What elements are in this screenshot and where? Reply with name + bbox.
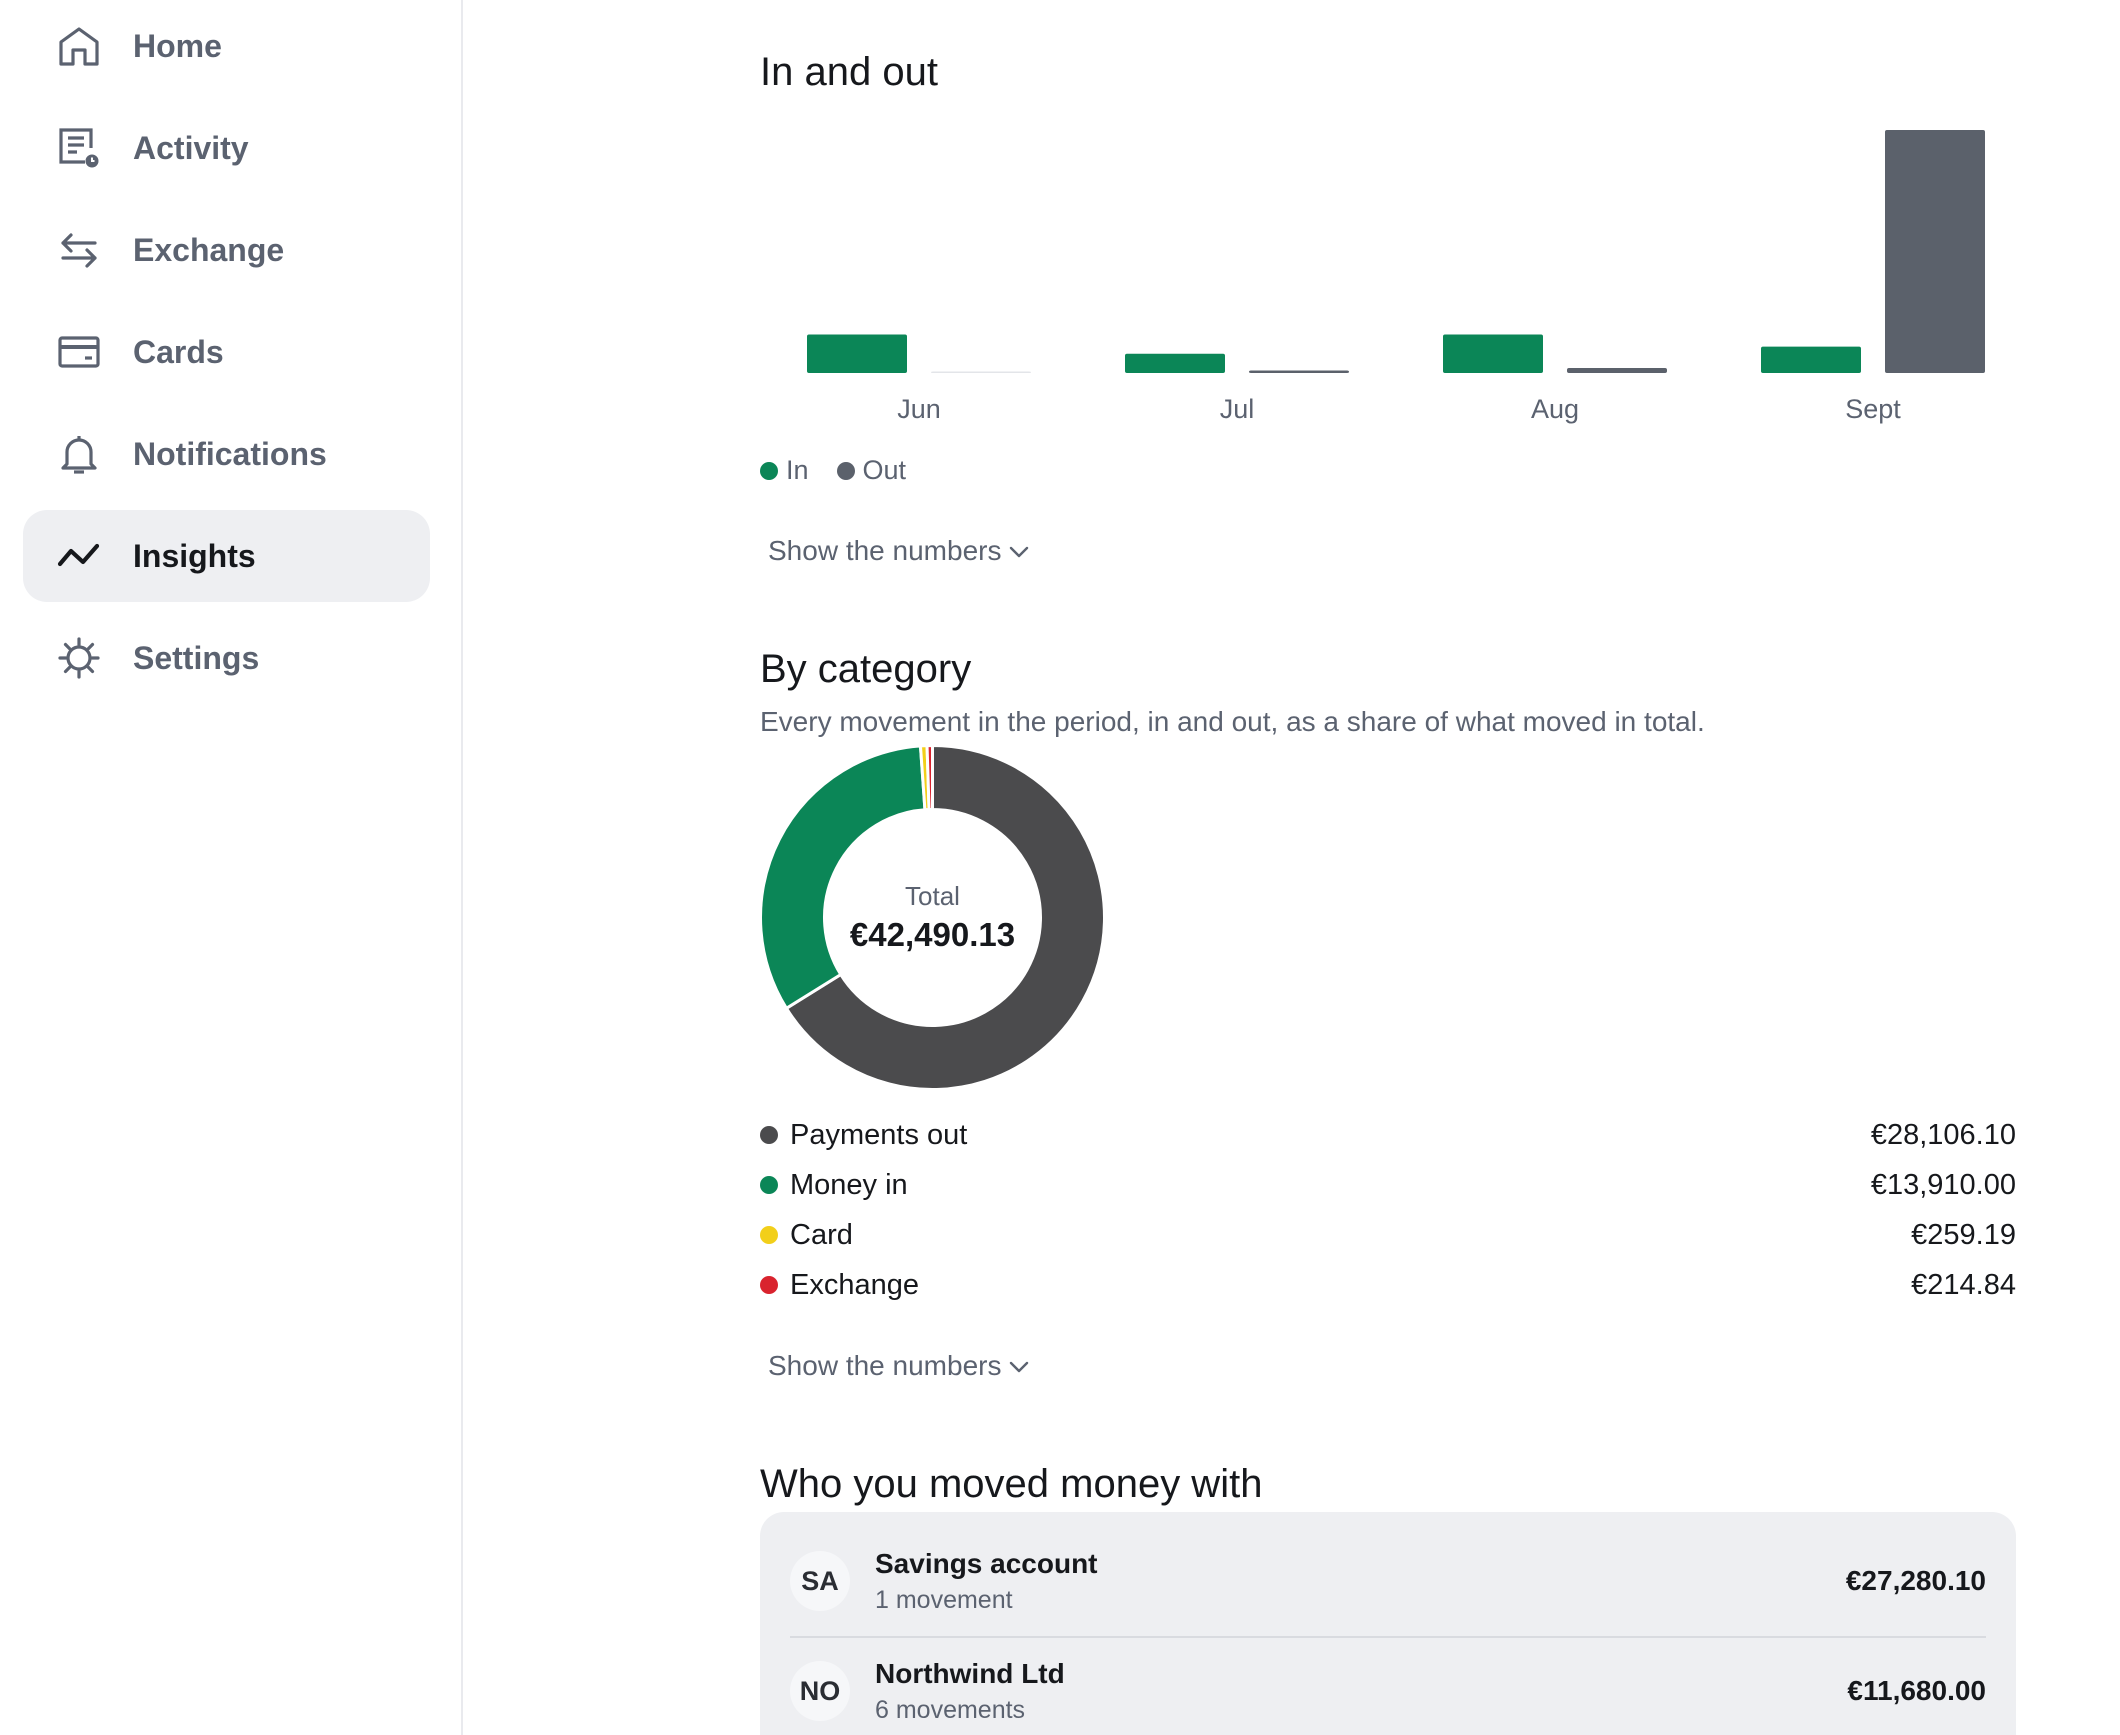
in-out-bar-chart: Jun Jul Aug Sept [807, 130, 1985, 424]
category-label: Money in [790, 1168, 908, 1201]
chevron-down-icon [1010, 1361, 1029, 1373]
x-tick-label: Sept [1845, 394, 1901, 424]
counterparty-row[interactable]: NO Northwind Ltd 6 movements €11,680.00 [790, 1638, 1986, 1735]
counterparty-text: Savings account 1 movement [875, 1548, 1098, 1615]
in-out-legend: In Out [760, 455, 906, 486]
divider [790, 1636, 1986, 1638]
insights-icon [57, 534, 101, 578]
donut-slice-payments-out[interactable] [784, 743, 1106, 1091]
donut-center: Total €42,490.13 [760, 745, 1105, 1090]
card-icon [57, 330, 101, 374]
sidebar-item-label: Insights [133, 538, 256, 574]
legend-label-in: In [786, 455, 809, 485]
x-tick-label: Jul [1220, 394, 1255, 424]
category-dot [760, 1226, 778, 1244]
counterparty-amount: €27,280.10 [1845, 1565, 1986, 1596]
home-icon [57, 24, 101, 68]
category-amount: €13,910.00 [1870, 1168, 2016, 1201]
activity-icon [57, 126, 101, 170]
category-label: Card [790, 1218, 853, 1251]
bar-out-jun[interactable] [931, 371, 1031, 374]
bar-out-jul[interactable] [1249, 370, 1349, 373]
x-tick-label: Aug [1531, 394, 1579, 424]
by-category-subtitle: Every movement in the period, in and out… [760, 706, 1705, 737]
sidebar-item-label: Activity [133, 130, 249, 166]
category-dot [760, 1276, 778, 1294]
category-row-exchange: Exchange €214.84 [760, 1265, 2016, 1305]
legend-label-out: Out [862, 455, 907, 485]
donut-svg [759, 743, 1106, 1091]
donut-slice-exchange[interactable] [925, 743, 934, 812]
bar-in-jun[interactable] [807, 334, 907, 373]
avatar: NO [790, 1661, 850, 1721]
category-amount: €214.84 [1911, 1268, 2016, 1301]
bell-icon [57, 432, 101, 476]
category-dot [760, 1176, 778, 1194]
sidebar-item-label: Cards [133, 334, 224, 370]
donut-total-value: €42,490.13 [849, 916, 1016, 953]
category-dot [760, 1126, 778, 1144]
donut-total-label: Total [905, 881, 960, 911]
legend-item-in: In [760, 455, 809, 486]
in-out-show-numbers-button[interactable]: Show the numbers [768, 535, 1031, 567]
counterparty-name: Northwind Ltd [875, 1657, 1065, 1689]
legend-dot-out [836, 461, 855, 480]
bar-in-jul[interactable] [1125, 353, 1225, 373]
sidebar-item-home[interactable]: Home [23, 0, 430, 92]
avatar: SA [790, 1551, 850, 1611]
sidebar-item-cards[interactable]: Cards [23, 306, 430, 398]
sidebar-item-notifications[interactable]: Notifications [23, 408, 430, 500]
category-show-numbers-button[interactable]: Show the numbers [768, 1350, 1031, 1382]
legend-dot-in [760, 461, 778, 480]
in-out-title: In and out [760, 50, 938, 94]
sidebar-item-insights[interactable]: Insights [23, 510, 430, 602]
counterparties-card: SA Savings account 1 movement €27,280.10… [760, 1512, 2016, 1735]
show-numbers-label: Show the numbers [768, 1350, 1002, 1381]
sidebar-item-activity[interactable]: Activity [23, 102, 430, 194]
donut-slice-money-in[interactable] [759, 744, 927, 1011]
category-row-payments-out: Payments out €28,106.10 [760, 1115, 2016, 1155]
bar-in-sept[interactable] [1761, 346, 1861, 373]
sidebar-item-label: Exchange [133, 232, 285, 268]
x-tick-label: Jun [897, 394, 941, 424]
counterparty-movements: 1 movement [875, 1585, 1013, 1614]
sidebar: Home Activity Exchange Cards Notificatio… [0, 0, 463, 1735]
bar-in-aug[interactable] [1443, 334, 1543, 373]
insights-main: In and out Jun Jul Aug Sept In Out Show the… [759, 0, 2016, 1735]
category-row-card: Card €259.19 [760, 1215, 2016, 1255]
exchange-icon [57, 228, 101, 272]
counterparty-row[interactable]: SA Savings account 1 movement €27,280.10 [790, 1528, 1986, 1634]
counterparty-text: Northwind Ltd 6 movements [875, 1658, 1065, 1725]
category-donut-chart: Total €42,490.13 [759, 743, 1106, 1091]
by-category-title: By category [760, 647, 972, 691]
bar-out-aug[interactable] [1567, 367, 1667, 373]
category-amount: €259.19 [1911, 1218, 2016, 1251]
sidebar-item-exchange[interactable]: Exchange [23, 204, 430, 296]
counterparty-name: Savings account [875, 1547, 1098, 1579]
chevron-down-icon [1010, 546, 1029, 558]
category-amount: €28,106.10 [1870, 1118, 2016, 1151]
bar-out-sept[interactable] [1885, 130, 1985, 373]
counterparty-amount: €11,680.00 [1847, 1675, 1986, 1706]
legend-item-out: Out [836, 455, 907, 486]
sidebar-item-settings[interactable]: Settings [23, 612, 430, 704]
category-label: Payments out [790, 1118, 968, 1151]
counterparty-movements: 6 movements [875, 1695, 1026, 1724]
counterparties-title: Who you moved money with [760, 1462, 1263, 1506]
gear-icon [57, 636, 101, 680]
show-numbers-label: Show the numbers [768, 535, 1002, 566]
sidebar-item-label: Notifications [133, 436, 327, 472]
sidebar-item-label: Home [133, 28, 222, 64]
category-row-money-in: Money in €13,910.00 [760, 1165, 2016, 1205]
category-label: Exchange [790, 1268, 919, 1301]
sidebar-item-label: Settings [133, 640, 260, 676]
